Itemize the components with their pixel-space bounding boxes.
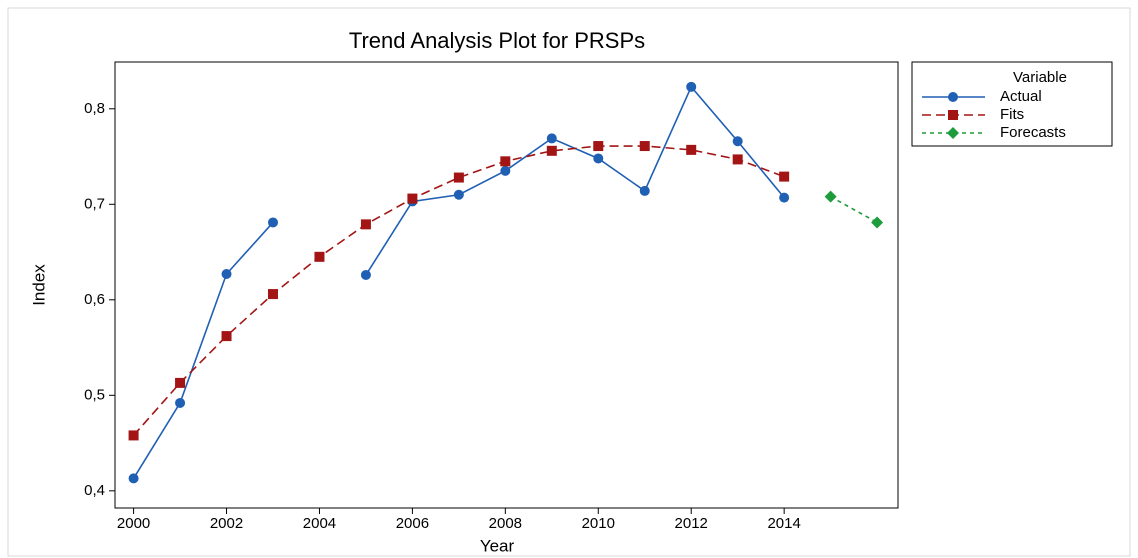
legend xyxy=(911,61,1113,147)
data-point xyxy=(732,154,743,165)
x-axis-label: Year xyxy=(480,536,515,555)
legend-marker xyxy=(948,110,958,120)
data-point xyxy=(500,156,511,167)
data-point xyxy=(639,141,650,152)
frame xyxy=(7,7,1131,557)
series-line xyxy=(365,85,785,276)
x-tick-label: 2004 xyxy=(303,515,336,532)
data-point xyxy=(686,144,697,155)
legend-label: Fits xyxy=(1000,106,1024,123)
y-tick-label: 0,7 xyxy=(84,195,105,212)
x-tick-label: 2014 xyxy=(767,515,800,532)
data-point xyxy=(360,269,371,280)
data-point xyxy=(779,192,790,203)
plot-area xyxy=(114,61,899,509)
data-point xyxy=(175,377,186,388)
data-point xyxy=(593,153,604,164)
data-point xyxy=(593,141,604,152)
x-tick-label: 2008 xyxy=(489,515,522,532)
data-point xyxy=(732,136,743,147)
x-tick-label: 2006 xyxy=(396,515,429,532)
data-point xyxy=(453,172,464,183)
legend-label: Forecasts xyxy=(1000,124,1066,141)
chart-title: Trend Analysis Plot for PRSPs xyxy=(349,28,645,53)
data-point xyxy=(407,193,418,204)
x-tick-label: 2002 xyxy=(210,515,243,532)
legend-title: Variable xyxy=(1013,69,1067,86)
data-point xyxy=(267,289,278,300)
y-tick-label: 0,5 xyxy=(84,386,105,403)
x-tick-label: 2010 xyxy=(582,515,615,532)
y-tick-label: 0,8 xyxy=(84,100,105,117)
data-point xyxy=(546,133,557,144)
series-line xyxy=(132,221,274,479)
legend-marker xyxy=(948,92,958,102)
data-point xyxy=(871,216,884,229)
data-point xyxy=(686,81,697,92)
data-point xyxy=(639,185,650,196)
data-point xyxy=(360,219,371,230)
data-point xyxy=(267,217,278,228)
y-tick-label: 0,4 xyxy=(84,482,105,499)
y-axis-label: Index xyxy=(29,264,48,306)
legend-label: Actual xyxy=(1000,88,1042,105)
x-tick-label: 2000 xyxy=(117,515,150,532)
data-point xyxy=(128,473,139,484)
x-tick-label: 2012 xyxy=(675,515,708,532)
data-point xyxy=(128,430,139,441)
data-point xyxy=(500,165,511,176)
data-point xyxy=(221,331,232,342)
data-point xyxy=(824,190,837,203)
data-point xyxy=(546,145,557,156)
series-line xyxy=(830,195,878,224)
data-point xyxy=(453,189,464,200)
series-line xyxy=(132,145,785,436)
data-point xyxy=(314,251,325,262)
y-tick-label: 0,6 xyxy=(84,291,105,308)
data-point xyxy=(779,171,790,182)
data-point xyxy=(221,269,232,280)
legend-marker xyxy=(947,127,959,139)
data-point xyxy=(175,397,186,408)
